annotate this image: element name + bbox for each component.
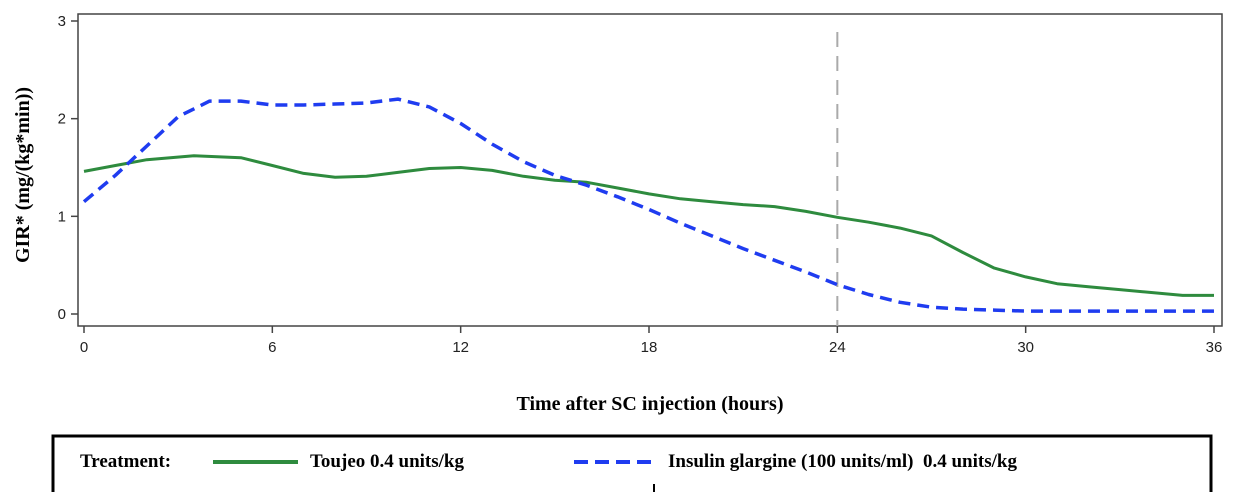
legend-label-glargine: Insulin glargine (100 units/ml) 0.4 unit… [668, 451, 1017, 472]
x-tick-label: 18 [641, 339, 658, 356]
x-tick-label: 0 [80, 339, 88, 356]
y-tick-label: 2 [58, 111, 66, 128]
y-tick-label: 1 [58, 208, 66, 225]
series-line-1 [82, 97, 1214, 313]
x-tick-label: 30 [1017, 339, 1034, 356]
y-axis-title: GIR* (mg/(kg*min)) [12, 87, 34, 263]
x-tick-label: 24 [829, 339, 846, 356]
x-axis-title: Time after SC injection (hours) [516, 393, 783, 415]
x-tick-label: 36 [1206, 339, 1223, 356]
x-tick-label: 6 [268, 339, 276, 356]
legend-title: Treatment: [80, 451, 171, 472]
y-tick-label: 3 [58, 13, 66, 30]
series-line-0 [83, 154, 1214, 297]
plot-area [77, 13, 1223, 327]
y-tick-label: 0 [58, 306, 66, 323]
legend: Treatment: Toujeo 0.4 units/kg Insulin g… [51, 434, 1213, 492]
x-tick-label: 12 [452, 339, 469, 356]
legend-label-toujeo: Toujeo 0.4 units/kg [310, 451, 464, 472]
legend-box [51, 434, 1213, 492]
